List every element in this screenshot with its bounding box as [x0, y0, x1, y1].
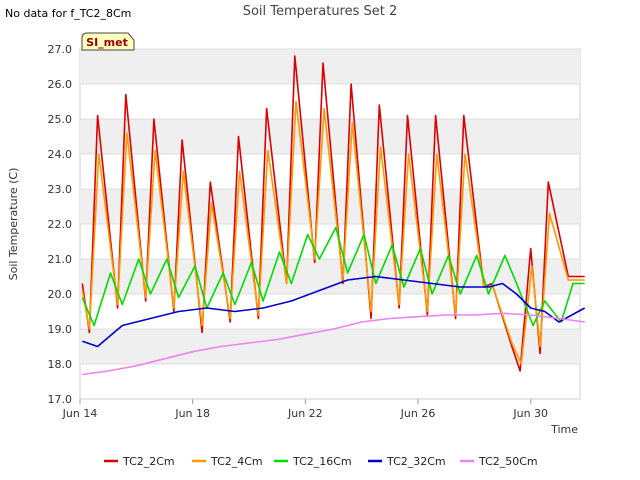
- series-line-tc2_16cm: [81, 226, 585, 327]
- series-line-tc2_2cm: [81, 55, 585, 372]
- legend-label-tc2_16cm: TC2_16Cm: [292, 455, 352, 468]
- series-line-tc2_32cm: [82, 275, 586, 348]
- series-line-tc2_4cm: [81, 100, 585, 365]
- plot-band: [80, 259, 580, 294]
- y-tick-label: 25.0: [48, 113, 73, 126]
- y-tick-label: 21.0: [48, 253, 73, 266]
- badge-label: SI_met: [86, 36, 128, 49]
- series-line-tc2_50cm: [82, 312, 585, 376]
- legend-label-tc2_32cm: TC2_32Cm: [386, 455, 446, 468]
- y-tick-label: 27.0: [48, 43, 73, 56]
- y-tick-label: 17.0: [48, 393, 73, 406]
- no-data-note: No data for f_TC2_8Cm: [5, 7, 132, 20]
- y-tick-label: 20.0: [48, 288, 73, 301]
- x-axis-label: Time: [550, 423, 578, 436]
- x-tick-label: Jun 14: [62, 407, 98, 420]
- y-axis-label: Soil Temperature (C): [7, 168, 20, 281]
- x-tick-label: Jun 30: [512, 407, 548, 420]
- y-tick-label: 23.0: [48, 183, 73, 196]
- y-tick-label: 19.0: [48, 323, 73, 336]
- x-tick-label: Jun 18: [174, 407, 210, 420]
- legend-label-tc2_50cm: TC2_50Cm: [478, 455, 538, 468]
- y-tick-label: 18.0: [48, 358, 73, 371]
- y-tick-label: 24.0: [48, 148, 73, 161]
- plot-band: [80, 329, 580, 364]
- legend-label-tc2_2cm: TC2_2Cm: [122, 455, 175, 468]
- chart-title: Soil Temperatures Set 2: [243, 4, 398, 19]
- y-tick-label: 26.0: [48, 78, 73, 91]
- x-tick-label: Jun 22: [287, 407, 323, 420]
- y-tick-label: 22.0: [48, 218, 73, 231]
- badge-box: [81, 32, 135, 51]
- plot-band: [80, 49, 580, 84]
- plot-band: [80, 189, 580, 224]
- legend-label-tc2_4cm: TC2_4Cm: [210, 455, 263, 468]
- x-tick-label: Jun 26: [400, 407, 436, 420]
